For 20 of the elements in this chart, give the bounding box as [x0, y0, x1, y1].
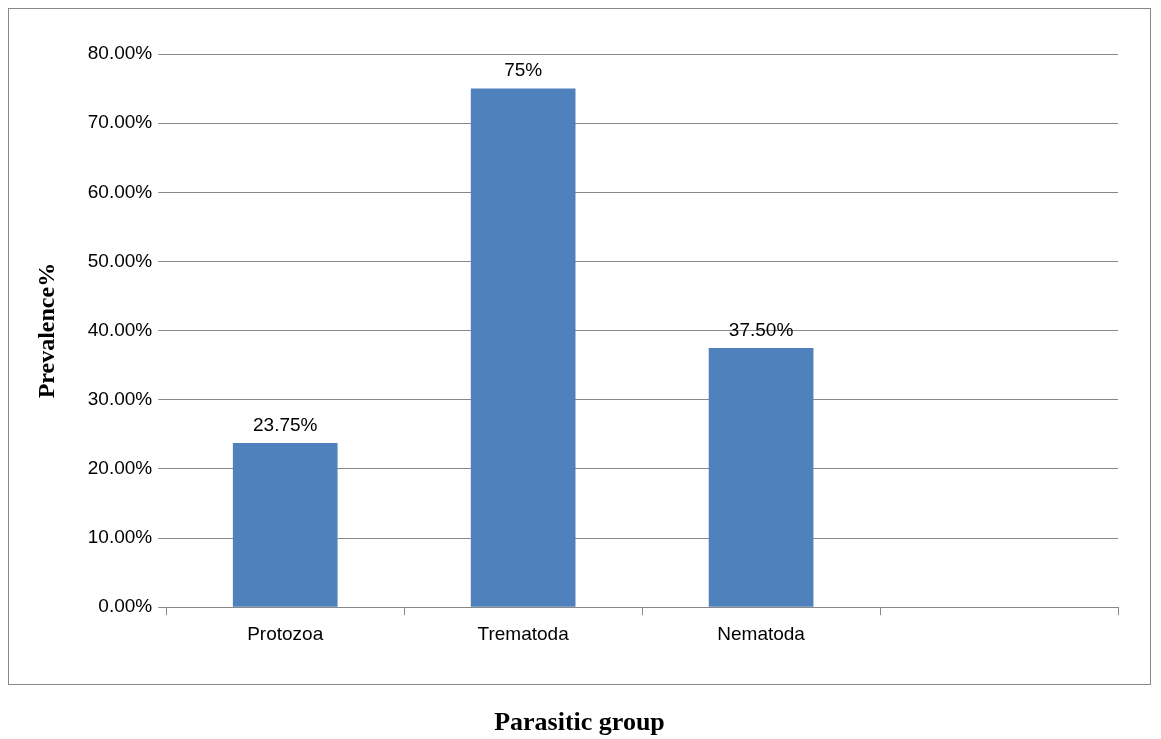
y-tick-label: 20.00%: [87, 457, 153, 479]
y-tick-label: 10.00%: [87, 526, 153, 548]
x-tick-label: Protozoa: [247, 622, 324, 644]
data-label: 23.75%: [252, 413, 318, 435]
x-axis-title: Parasitic group: [493, 707, 666, 737]
bar: [470, 88, 576, 607]
x-tick-label: Trematoda: [477, 622, 570, 644]
data-label: 37.50%: [728, 318, 794, 340]
y-tick-label: 80.00%: [87, 42, 153, 64]
y-tick-label: 50.00%: [87, 249, 153, 271]
bar: [708, 347, 814, 607]
x-tick-label: Nematoda: [717, 622, 806, 644]
y-tick-label: 60.00%: [87, 180, 153, 202]
y-tick-label: 70.00%: [87, 111, 153, 133]
y-tick-label: 30.00%: [87, 387, 153, 409]
data-label: 75%: [504, 59, 543, 81]
y-axis-title: Prevalence%: [32, 262, 59, 399]
y-tick-label: 40.00%: [87, 318, 153, 340]
bar: [232, 442, 338, 607]
y-tick-label: 0.00%: [98, 595, 153, 617]
